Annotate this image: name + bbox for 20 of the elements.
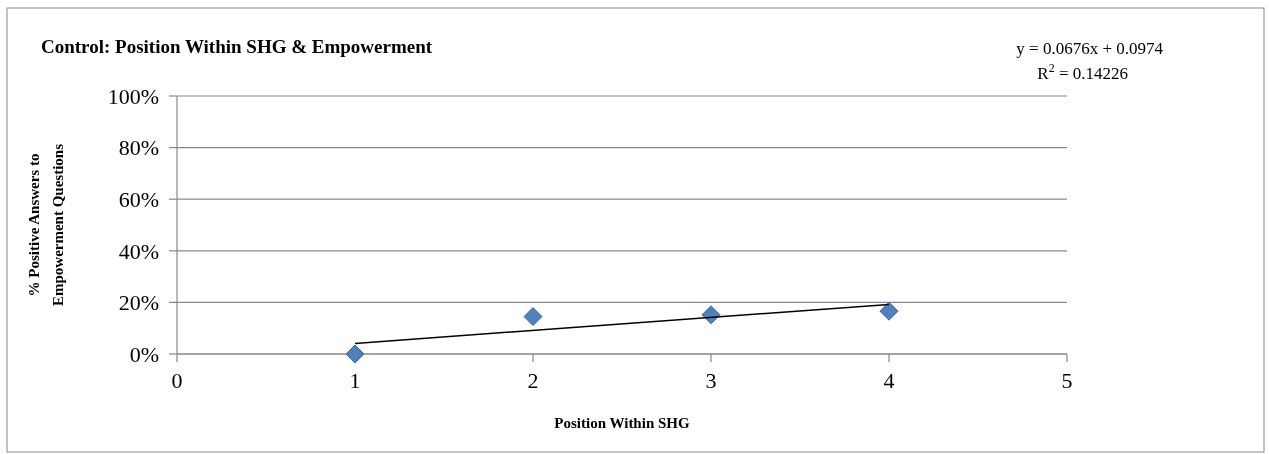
point	[879, 301, 899, 321]
x-tick-label: 3	[705, 368, 717, 393]
x-tick-label: 5	[1061, 368, 1073, 393]
point	[523, 307, 543, 327]
y-tick-label: 100%	[107, 83, 159, 109]
x-tick-label: 2	[527, 368, 539, 393]
y-axis-title: % Positive Answers to Empowerment Questions	[26, 143, 66, 307]
y-tick-label: 0%	[129, 341, 159, 367]
y-tick-label: 60%	[118, 186, 159, 212]
y-tick-label: 80%	[118, 135, 159, 161]
text: R$^{2}$ = 0.14226	[1037, 61, 1128, 83]
x-tick-label: 1	[349, 368, 361, 393]
chart-title: Control: Position Within SHG & Empowerment	[41, 36, 433, 57]
y-tick-label: 20%	[118, 290, 159, 316]
x-tick-label: 0	[171, 368, 183, 393]
point	[345, 344, 365, 364]
x-axis-title: Position Within SHG	[554, 415, 690, 431]
text: y = 0.0676x + 0.0974	[1016, 39, 1164, 58]
y-tick-label: 40%	[118, 238, 159, 264]
x-tick-label: 4	[883, 368, 895, 393]
